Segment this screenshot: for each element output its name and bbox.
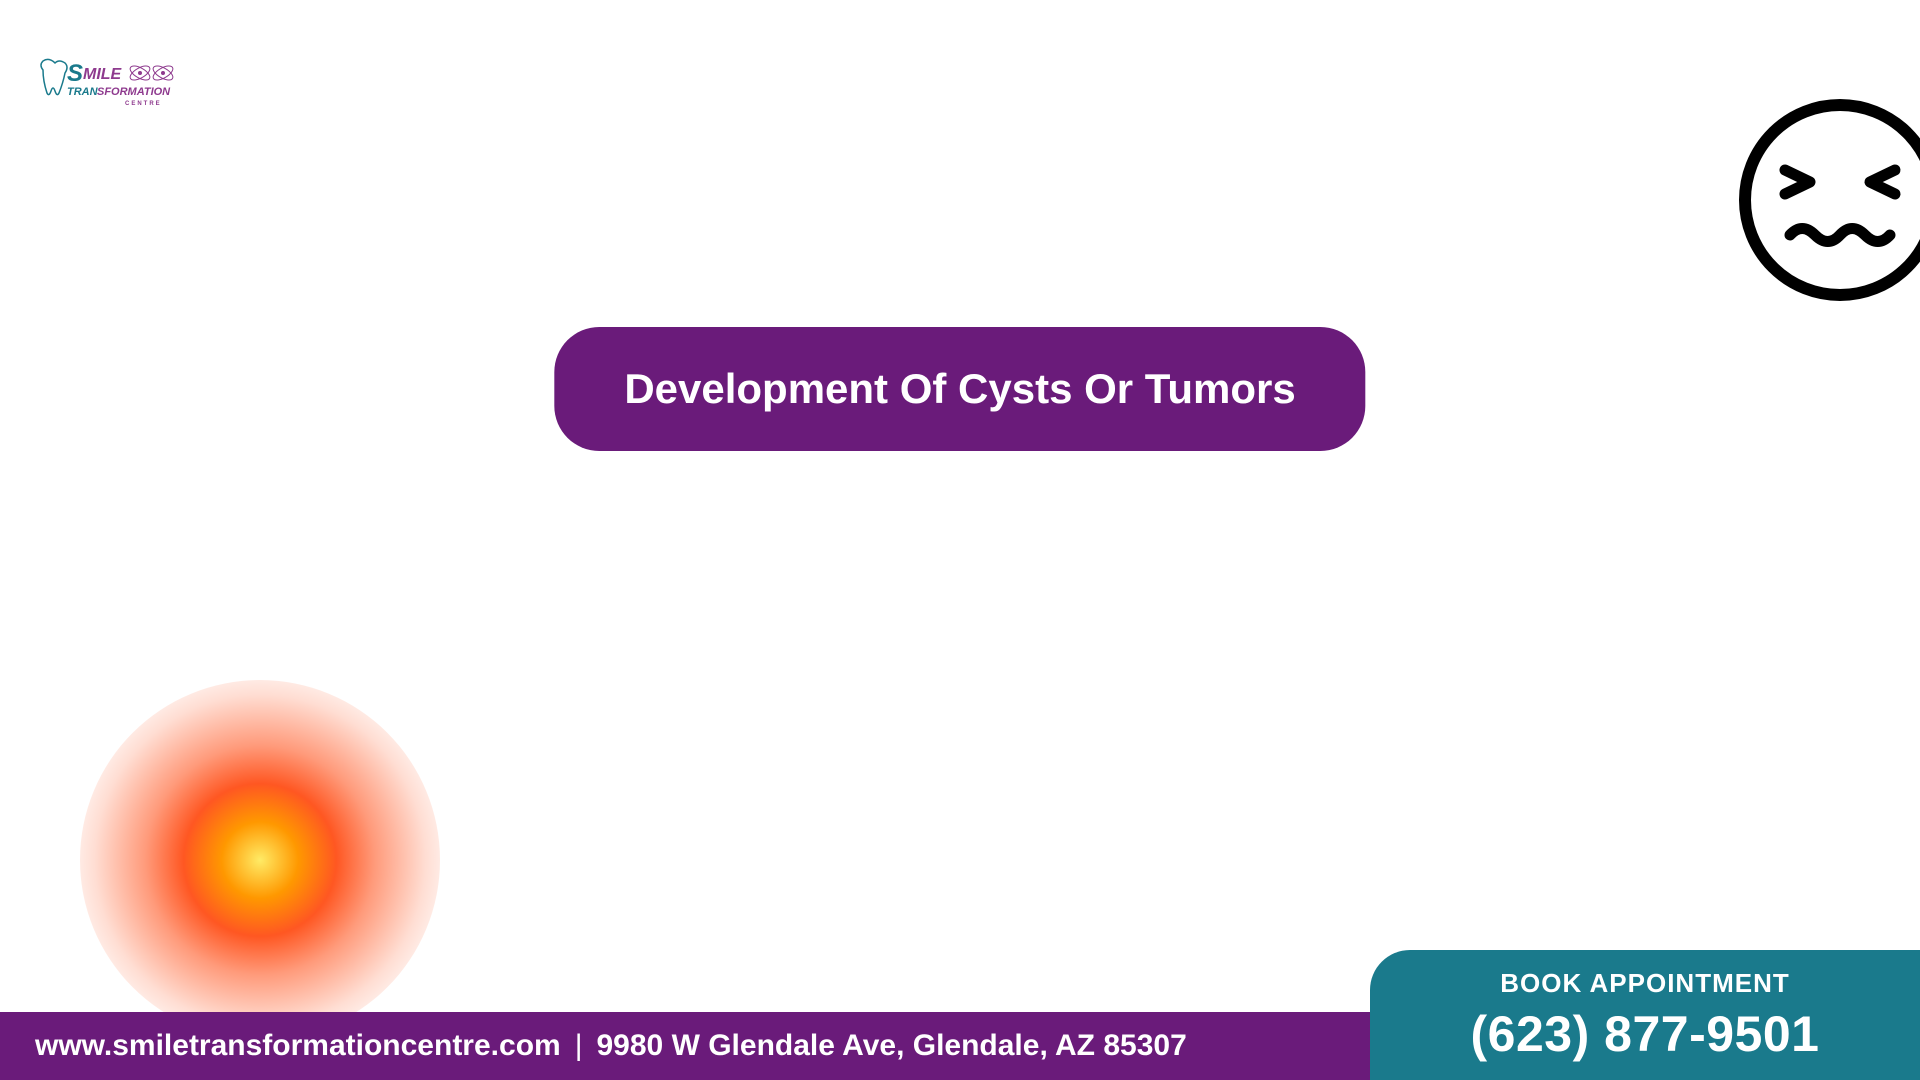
- svg-text:MILE: MILE: [83, 66, 123, 83]
- address-text: 9980 W Glendale Ave, Glendale, AZ 85307: [597, 1029, 1187, 1063]
- website-text: www.smiletransformationcentre.com: [35, 1029, 561, 1063]
- separator: |: [575, 1029, 583, 1063]
- svg-text:CENTRE: CENTRE: [125, 101, 162, 107]
- glow-decoration: [80, 680, 440, 1040]
- svg-text:S: S: [67, 60, 83, 87]
- svg-text:TRAN: TRAN: [67, 86, 99, 98]
- brand-logo: S MILE TRAN SFORMATION CENTRE: [35, 55, 185, 110]
- svg-text:SFORMATION: SFORMATION: [97, 86, 171, 98]
- appointment-cta: BOOK APPOINTMENT (623) 877-9501: [1370, 950, 1920, 1080]
- slide-title: Development Of Cysts Or Tumors: [554, 327, 1365, 451]
- cta-phone: (623) 877-9501: [1471, 1005, 1820, 1063]
- cta-label: BOOK APPOINTMENT: [1500, 968, 1789, 999]
- distressed-face-icon: [1730, 90, 1920, 315]
